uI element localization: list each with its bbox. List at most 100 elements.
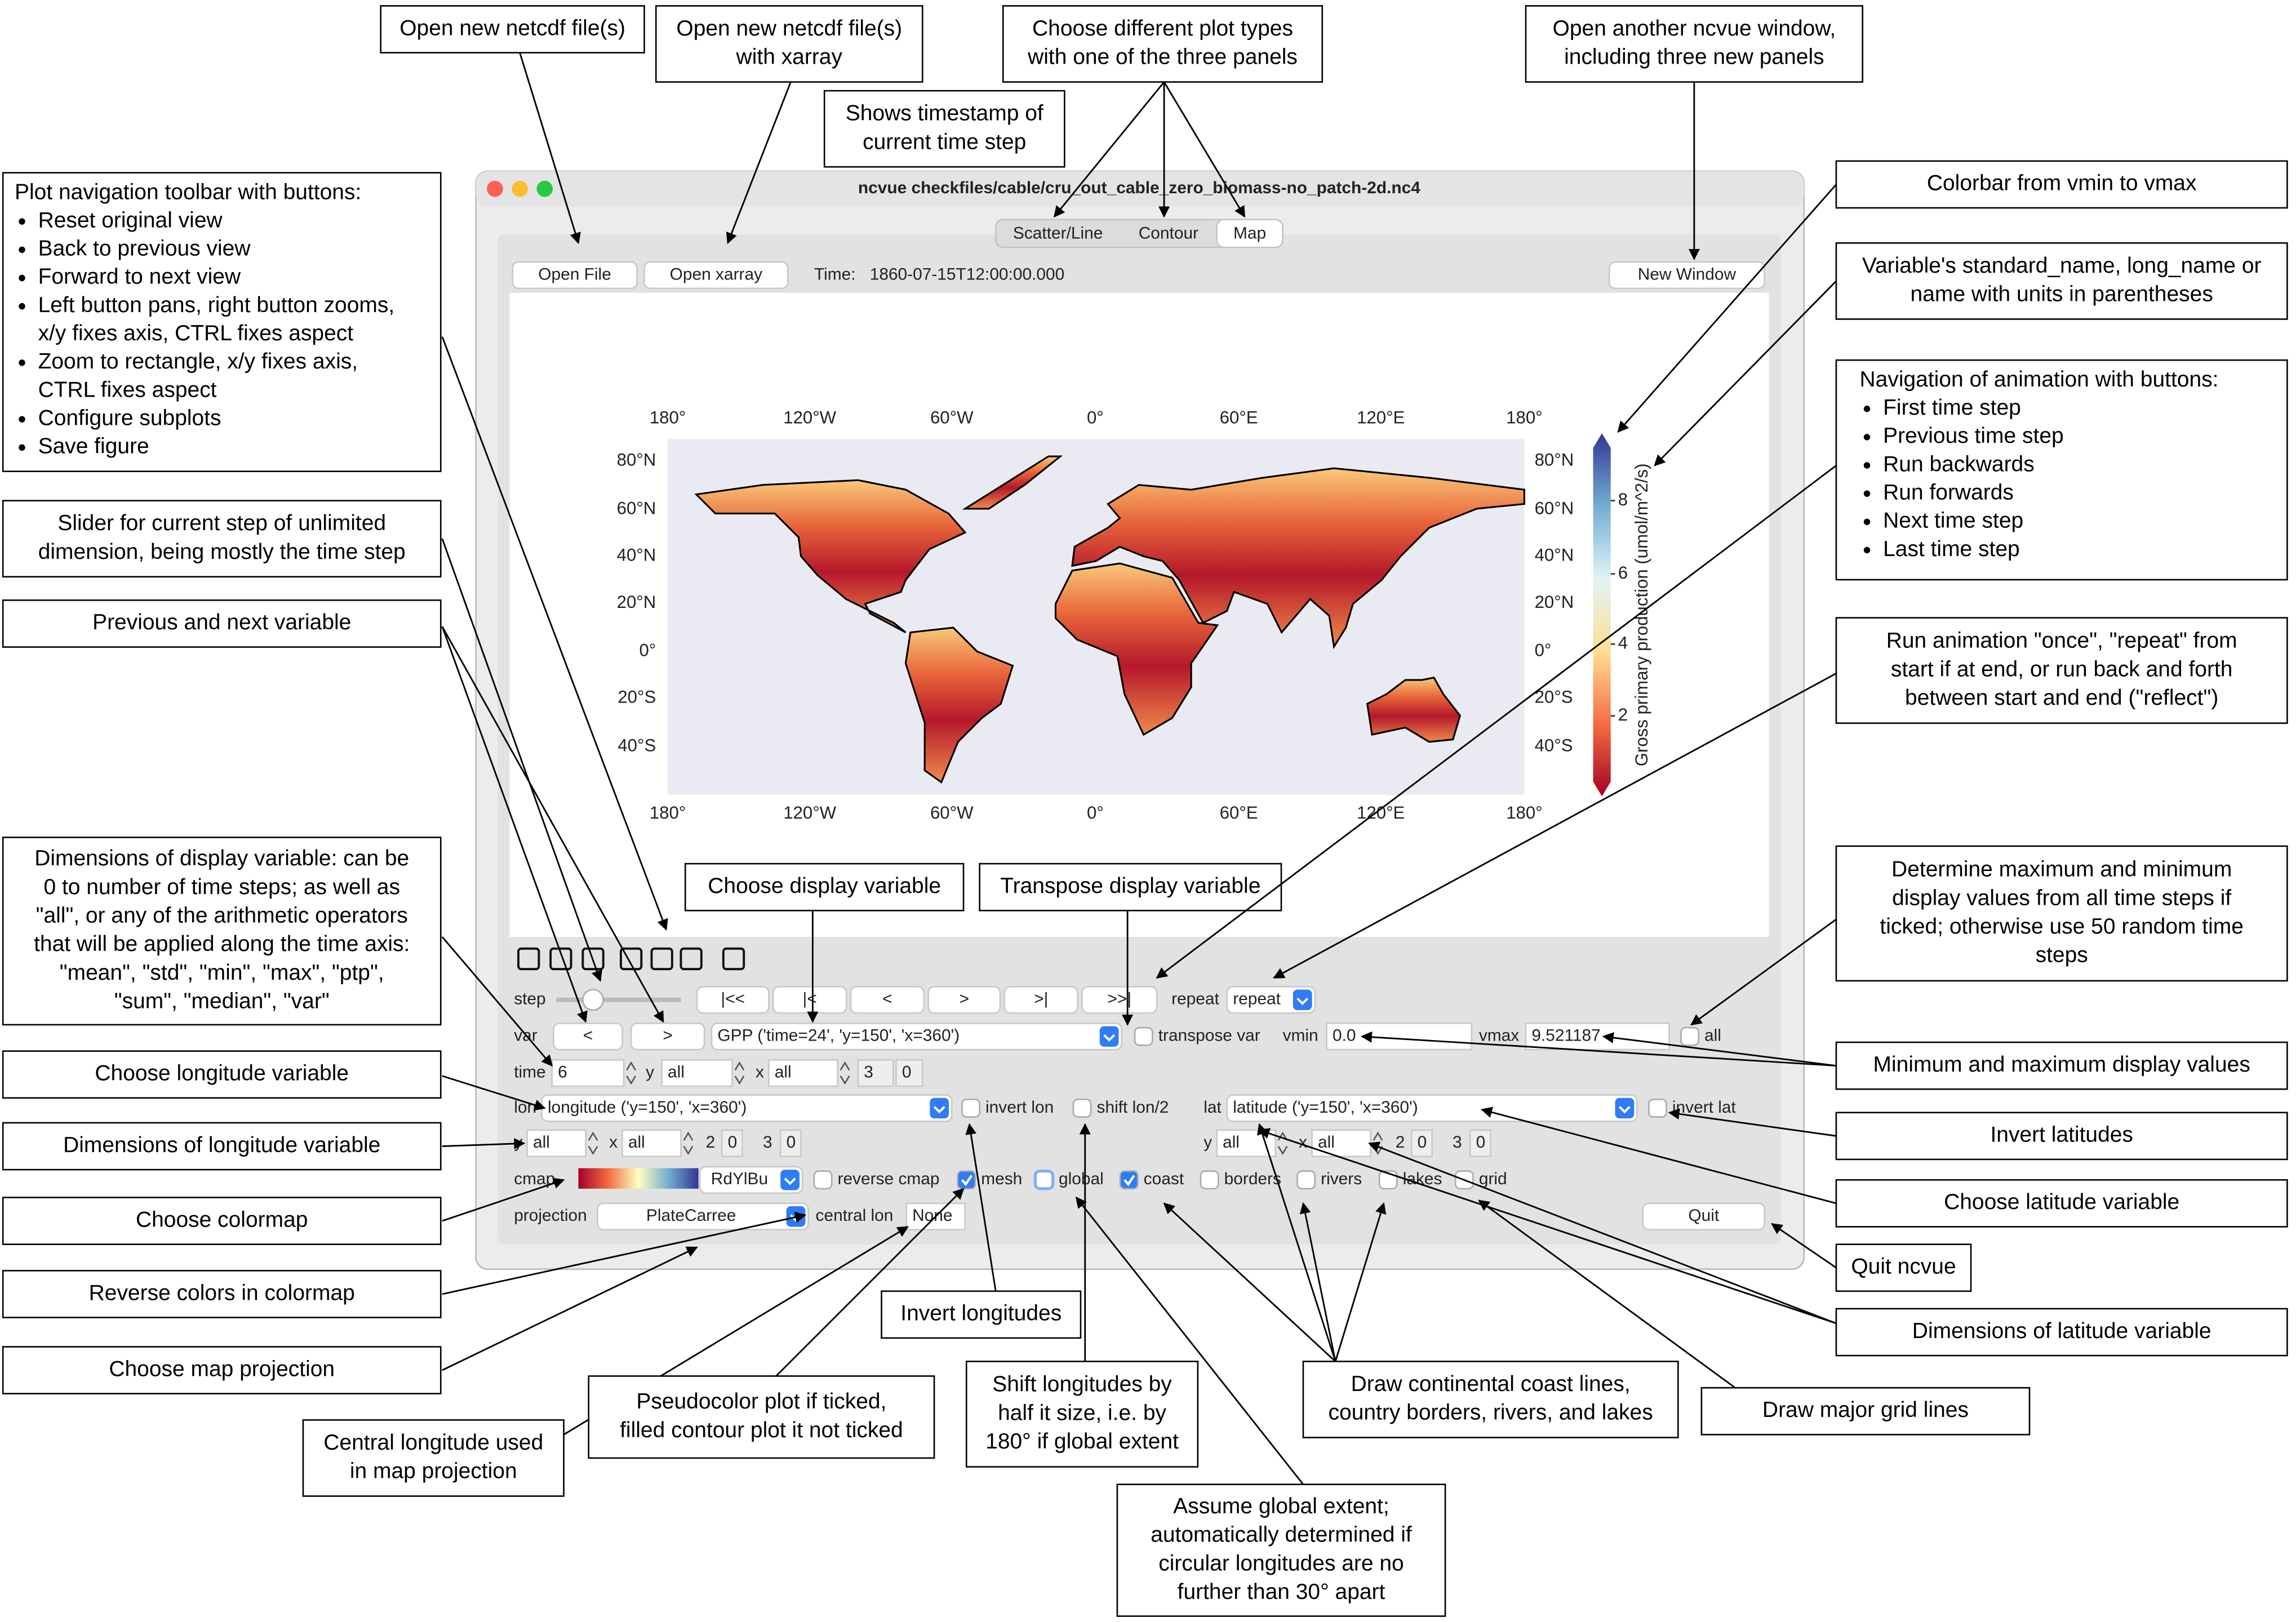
combo-arrow	[1615, 1097, 1635, 1119]
combo-box	[1226, 986, 1316, 1014]
checkbox-label: invert lon	[985, 1098, 1054, 1117]
lat-tick-label: 60°N	[1535, 498, 1574, 518]
annotation-text: between start and end ("reflect")	[1905, 686, 2218, 710]
colorbar	[1593, 433, 1611, 797]
button	[927, 986, 1001, 1014]
annotation-text: Draw major grid lines	[1762, 1398, 1969, 1422]
annotation-box	[881, 1290, 1082, 1339]
annotation-box	[1835, 242, 2288, 320]
annotation-text: Open another ncvue window,	[1553, 16, 1836, 41]
dim-label: 2	[1396, 1133, 1405, 1152]
annotation-box	[1835, 1041, 2288, 1090]
annotation-text: with xarray	[736, 45, 843, 69]
annotation-text: Choose map projection	[109, 1357, 335, 1381]
toolbar-icon	[517, 947, 540, 971]
annotation-box	[1302, 1361, 1679, 1438]
checkbox	[961, 1099, 980, 1118]
lon-tick-label: 120°W	[783, 803, 836, 823]
button-label: Open File	[538, 265, 611, 283]
lat-tick-label: 80°N	[1535, 450, 1574, 470]
checkbox-label: mesh	[981, 1170, 1022, 1188]
button	[1642, 1202, 1765, 1230]
annotation-box	[2, 599, 442, 648]
bullet	[19, 218, 25, 225]
annotation-text: ticked; otherwise use 50 random time	[1880, 914, 2244, 939]
annotation-box	[1835, 617, 2288, 724]
annotation-text: Quit ncvue	[1851, 1254, 1956, 1278]
annotation-arrow	[1478, 1199, 1736, 1389]
annotation-arrow	[726, 81, 792, 245]
toolbar-icon	[581, 947, 605, 971]
checkbox-label: global	[1059, 1170, 1104, 1188]
land	[694, 479, 967, 633]
annotation-box	[684, 863, 965, 912]
checkbox	[1648, 1099, 1667, 1118]
dim-label: 2	[706, 1133, 716, 1152]
colorbar-tick-label: 4	[1618, 633, 1628, 653]
annotation-text: filled contour plot it not ticked	[620, 1418, 903, 1442]
annotation-item: Last time step	[1883, 537, 2020, 561]
annotation-text: Transpose display variable	[1000, 874, 1260, 898]
button-label: |<	[803, 990, 817, 1008]
annotation-item: Save figure	[38, 434, 149, 459]
annotation-text: Invert longitudes	[900, 1301, 1062, 1326]
annotation-box	[2, 1346, 442, 1394]
combo-value: longitude ('y=150', 'x=360')	[548, 1098, 747, 1117]
dim-label: 3	[1453, 1133, 1462, 1152]
annotation-arrow	[1360, 1031, 1837, 1067]
annotation-text: Reverse colors in colormap	[89, 1281, 355, 1305]
annotation-item: Left button pans, right button zooms,	[38, 293, 395, 317]
annotation-box	[2, 1050, 442, 1099]
combo-box	[710, 1022, 1123, 1051]
bullet	[19, 416, 25, 423]
annotation-text: Slider for current step of unlimited	[57, 511, 386, 535]
annotation-item: First time step	[1883, 395, 2021, 420]
dim-label: 3	[763, 1133, 772, 1152]
slider-knob	[582, 989, 605, 1011]
annotation-box	[1525, 5, 1864, 83]
annotation-box	[1835, 1243, 1972, 1292]
checkbox-label: invert lat	[1672, 1098, 1737, 1117]
annotation-text: "all", or any of the arithmetic operator…	[36, 904, 408, 928]
text-field	[1525, 1022, 1670, 1051]
cmap-swatch	[578, 1168, 699, 1189]
annotation-item: Run backwards	[1883, 452, 2035, 476]
annotation-arrow	[1075, 1196, 1304, 1485]
button	[1608, 261, 1765, 290]
annotation-arrow	[441, 936, 553, 1067]
bullet	[19, 246, 25, 253]
dim-label: y	[1203, 1133, 1212, 1152]
annotation-box	[1116, 1483, 1446, 1617]
land	[1366, 676, 1462, 743]
toolbar-icon	[549, 947, 572, 971]
button-label: New Window	[1638, 265, 1737, 283]
bullet	[19, 303, 25, 310]
checkbox	[1033, 1170, 1055, 1190]
lon-tick-label: 60°E	[1220, 803, 1258, 823]
lat-tick-label: 40°S	[618, 735, 656, 755]
annotation-title: Plot navigation toolbar with buttons:	[15, 180, 361, 204]
button-label: |<<	[721, 990, 745, 1008]
colorbar-label: Gross primary production (umol/m^2/s)	[1632, 463, 1651, 766]
annotation-text: including three new panels	[1564, 45, 1824, 69]
annotation-text: 180° if global extent	[985, 1429, 1179, 1454]
annotation-text: display values from all time steps if	[1892, 886, 2231, 910]
button	[696, 986, 770, 1014]
annotation-arrow	[442, 1246, 698, 1371]
annotation-box	[965, 1361, 1199, 1468]
text-field	[1410, 1129, 1433, 1158]
annotation-arrow	[1602, 1032, 1837, 1067]
field-value: all	[533, 1133, 550, 1152]
toolbar-icon	[680, 947, 703, 971]
annotation-arrow	[441, 626, 588, 1023]
combo-chevron	[784, 1177, 796, 1185]
button	[630, 1022, 705, 1051]
time-value: 1860-07-15T12:00:00.000	[870, 265, 1065, 283]
tab: Scatter/Line	[1013, 224, 1103, 243]
lon-tick-label: 60°W	[930, 803, 974, 823]
step-label: step	[514, 990, 545, 1008]
lon-tick-label: 180°	[650, 803, 686, 823]
annotation-text: Dimensions of latitude variable	[1912, 1319, 2211, 1343]
annotation-text: Shows timestamp of	[846, 101, 1043, 126]
